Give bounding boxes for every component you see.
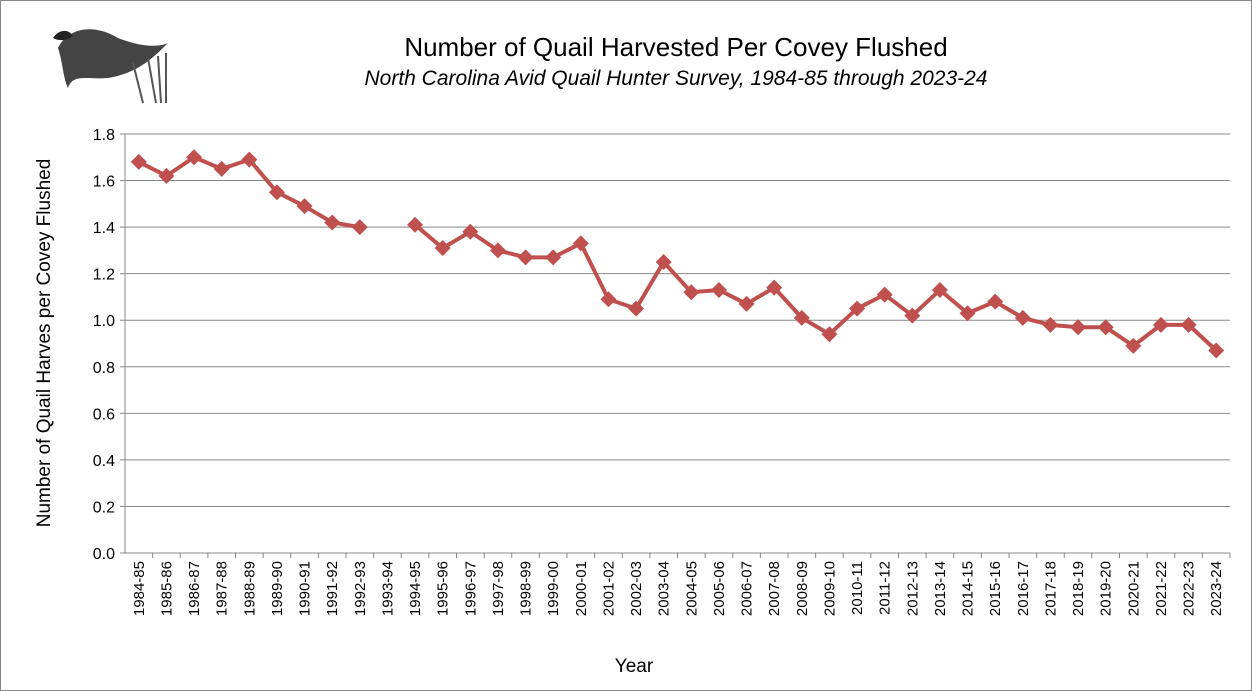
y-tick-label: 0.4 [93,453,115,470]
data-point [655,254,672,271]
x-tick-label: 2000-01 [573,561,590,616]
data-point [545,249,562,266]
x-tick-label: 2011-12 [877,561,894,615]
x-tick-label: 2018-19 [1070,561,1087,616]
x-tick-label: 2001-02 [600,561,617,616]
x-tick-label: 1987-88 [214,561,231,616]
data-point [407,216,424,233]
x-tick-label: 2004-05 [683,561,700,616]
x-tick-label: 1989-90 [269,561,286,616]
x-tick-label: 1997-98 [490,561,507,616]
x-tick-label: 2010-11 [849,561,866,615]
data-point [793,309,810,326]
x-tick-label: 1996-97 [462,561,479,616]
data-point [876,286,893,303]
x-tick-label: 2003-04 [656,561,673,616]
data-point [849,300,866,317]
x-tick-label: 2006-07 [739,561,756,616]
x-tick-label: 2017-18 [1042,561,1059,616]
quail-icon [53,29,168,104]
y-tick-label: 1.2 [93,267,115,284]
data-point [186,149,203,166]
x-tick-label: 1991-92 [324,561,341,616]
data-point [1070,319,1087,336]
data-point [434,240,451,257]
y-tick-label: 0.8 [93,360,115,377]
data-point [987,293,1004,310]
data-point [462,223,479,240]
data-point [324,214,341,231]
x-tick-label: 2012-13 [904,561,921,616]
data-point [268,184,285,201]
x-tick-label: 2016-17 [1015,561,1032,616]
x-tick-label: 1984-85 [131,561,148,616]
y-tick-label: 1.4 [93,220,115,237]
data-point [683,284,700,301]
x-tick-label: 1985-86 [158,561,175,616]
data-point [904,307,921,324]
x-tick-label: 1992-93 [352,561,369,616]
x-tick-label: 2014-15 [960,561,977,616]
y-tick-label: 0.2 [93,499,115,516]
x-tick-label: 1993-94 [379,561,396,616]
x-tick-label: 1999-00 [545,561,562,616]
y-tick-label: 1.0 [93,313,115,330]
x-tick-label: 1988-89 [241,561,258,616]
x-tick-label: 1995-96 [435,561,452,616]
x-tick-label: 2009-10 [821,561,838,616]
data-point [351,219,368,236]
data-point [158,167,175,184]
data-point [766,279,783,296]
data-point [489,242,506,259]
x-tick-label: 1994-95 [407,561,424,616]
data-point [241,151,258,168]
y-tick-label: 0.0 [93,546,115,563]
x-tick-label: 1986-87 [186,561,203,616]
data-point [821,326,838,343]
y-tick-label: 1.8 [93,127,115,144]
data-point [296,198,313,215]
y-axis-label: Number of Quail Harves per Covey Flushed [34,159,55,528]
data-point [517,249,534,266]
x-tick-label: 2002-03 [628,561,645,616]
x-tick-label: 1990-91 [297,561,314,616]
data-point [600,291,617,308]
x-tick-label: 2015-16 [987,561,1004,616]
chart-subtitle: North Carolina Avid Quail Hunter Survey,… [365,67,988,90]
data-point [572,235,589,252]
x-tick-label: 2005-06 [711,561,728,616]
x-tick-label: 2022-23 [1181,561,1198,616]
data-point [710,281,727,298]
data-point [1097,319,1114,336]
x-tick-label: 2019-20 [1098,561,1115,616]
data-point [1180,316,1197,333]
data-point [1014,309,1031,326]
x-tick-label: 2021-22 [1153,561,1170,616]
x-tick-label: 1998-99 [518,561,535,616]
x-axis-label: Year [615,656,654,677]
data-point [628,300,645,317]
data-point [213,160,230,177]
chart-title: Number of Quail Harvested Per Covey Flus… [404,32,947,62]
x-tick-label: 2023-24 [1208,561,1225,616]
y-tick-label: 1.6 [93,174,115,191]
data-point [931,281,948,298]
data-point [1042,316,1059,333]
data-point [738,295,755,312]
x-tick-label: 2013-14 [932,561,949,616]
x-tick-label: 2008-09 [794,561,811,616]
data-point [1152,316,1169,333]
x-tick-label: 2007-08 [766,561,783,616]
data-point [959,305,976,322]
y-tick-label: 0.6 [93,406,115,423]
data-point [130,153,147,170]
data-point [1208,342,1225,359]
x-tick-label: 2020-21 [1125,561,1142,616]
data-point [1125,337,1142,354]
